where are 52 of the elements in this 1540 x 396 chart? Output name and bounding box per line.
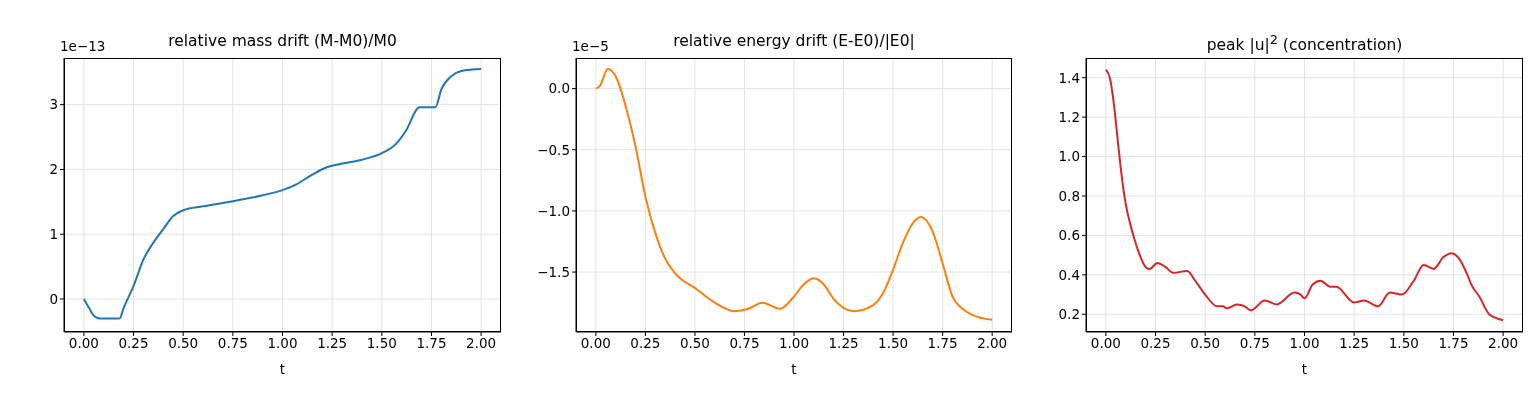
y-tick-label: 1 xyxy=(49,225,58,242)
x-tick-label: 2.00 xyxy=(466,334,497,351)
x-axis-title: t xyxy=(279,361,286,377)
x-tick-label: 0.00 xyxy=(580,334,611,351)
x-tick-label: 0.75 xyxy=(217,334,248,351)
x-tick-label: 0.50 xyxy=(168,334,199,351)
x-tick-label: 2.00 xyxy=(1488,334,1519,351)
x-tick-label: 0.00 xyxy=(68,334,99,351)
y-tick-label: 0.2 xyxy=(1058,306,1080,323)
y-tick-label: −1.0 xyxy=(537,202,570,219)
x-tick-label: 0.25 xyxy=(630,334,661,351)
y-tick-label: −1.5 xyxy=(537,263,570,280)
y-tick-label: 0.4 xyxy=(1058,266,1080,283)
chart-title: relative energy drift (E-E0)/|E0| xyxy=(673,32,915,50)
x-tick-label: 0.50 xyxy=(679,334,710,351)
x-tick-label: 1.00 xyxy=(267,334,298,351)
x-tick-label: 1.75 xyxy=(416,334,447,351)
y-tick-label: 0 xyxy=(49,290,58,307)
x-tick-label: 2.00 xyxy=(977,334,1008,351)
x-axis-title: t xyxy=(1301,361,1308,377)
y-tick-label: 0.8 xyxy=(1058,187,1080,204)
line-series xyxy=(594,68,994,321)
y-tick-label: 0.0 xyxy=(548,80,570,97)
y-tick-label: −0.5 xyxy=(537,141,570,158)
y-tick-label: 1.2 xyxy=(1058,108,1080,125)
text: 1e−13 xyxy=(60,38,106,54)
x-tick-label: 0.75 xyxy=(729,334,760,351)
x-tick-label: 1.50 xyxy=(878,334,909,351)
y-tick-label: 1.4 xyxy=(1058,69,1080,86)
x-axis-title: t xyxy=(791,361,797,377)
y-tick-label: 2 xyxy=(49,161,58,178)
x-tick-label: 1.50 xyxy=(1388,334,1419,351)
text: 1e−5 xyxy=(572,38,609,54)
chart-title: relative mass drift (M-M0)/M0 xyxy=(168,32,397,50)
x-tick-label: 1.50 xyxy=(366,334,397,351)
x-tick-label: 1.00 xyxy=(1289,334,1320,351)
x-tick-label: 0.25 xyxy=(118,334,149,351)
x-tick-label: 0.00 xyxy=(1090,334,1121,351)
x-tick-label: 1.25 xyxy=(828,334,859,351)
y-tick-label: 0.6 xyxy=(1058,227,1080,244)
x-tick-label: 0.25 xyxy=(1140,334,1171,351)
chart-title: peak |u|$^{2}$ (concentration) xyxy=(1205,32,1404,55)
y-tick-label: 3 xyxy=(49,96,58,113)
x-tick-label: 0.75 xyxy=(1239,334,1270,351)
y-tick-label: 1.0 xyxy=(1058,148,1080,165)
x-tick-label: 1.25 xyxy=(317,334,348,351)
x-tick-label: 1.00 xyxy=(778,334,810,351)
x-tick-label: 1.75 xyxy=(1438,334,1469,351)
x-tick-label: 0.50 xyxy=(1190,334,1221,351)
line-series xyxy=(82,68,483,320)
x-tick-label: 1.25 xyxy=(1339,334,1370,351)
x-tick-label: 1.75 xyxy=(927,334,958,351)
